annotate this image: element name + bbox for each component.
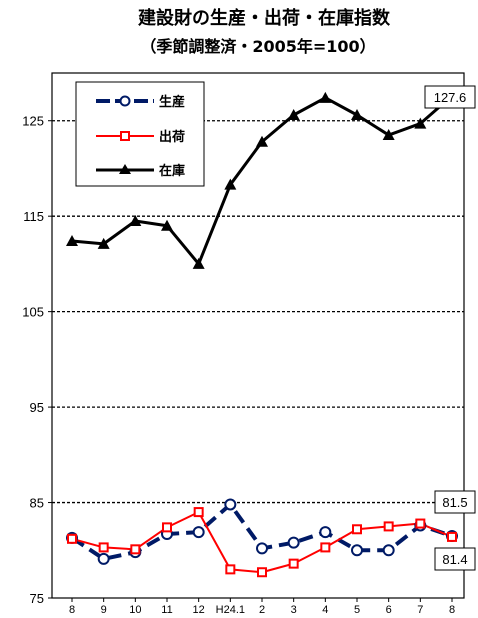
marker-s1-p6	[257, 567, 267, 578]
marker-s1-p12	[447, 531, 457, 542]
marker-s2-p3	[161, 219, 173, 231]
x-tick-label-8: 4	[322, 604, 328, 616]
legend-marker-seisan	[119, 95, 131, 107]
marker-s1-p11	[415, 518, 426, 529]
marker-s0-p5	[224, 498, 237, 511]
marker-s1-p4	[193, 507, 204, 518]
marker-s2-p9	[351, 109, 363, 120]
y-tick-label-125: 125	[22, 114, 44, 129]
x-tick-label-11: 7	[417, 604, 423, 616]
x-tick-label-4: 12	[193, 604, 205, 616]
legend-marker-shukka	[120, 131, 130, 141]
marker-s2-p10	[382, 129, 395, 141]
marker-s0-p6	[256, 542, 268, 555]
x-tick-label-10: 6	[386, 604, 392, 616]
marker-s1-p3	[162, 522, 172, 533]
marker-s0-p8	[319, 526, 332, 539]
chart-subtitle: （季節調整済・2005年=100）	[140, 37, 375, 56]
y-tick-label-75: 75	[30, 591, 44, 606]
x-tick-label-3: 11	[161, 604, 172, 616]
marker-s2-p1	[97, 237, 110, 249]
marker-s2-p4	[192, 257, 205, 269]
marker-s1-p5	[225, 564, 236, 575]
callout-box-shukka	[434, 547, 476, 571]
marker-s2-p2	[129, 214, 142, 226]
y-tick-label-95: 95	[30, 400, 44, 415]
y-tick-label-115: 115	[23, 209, 44, 224]
x-tick-label-5: H24.1	[216, 604, 245, 616]
callout-box-seisan	[434, 490, 476, 514]
marker-s2-p0	[66, 235, 78, 246]
callout-box-zaiko	[424, 85, 476, 109]
y-tick-label-105: 105	[22, 305, 44, 320]
marker-s1-p8	[320, 542, 331, 553]
marker-s2-p5	[224, 178, 237, 190]
marker-s0-p4	[192, 526, 205, 539]
x-tick-label-7: 3	[291, 604, 297, 616]
x-tick-label-1: 9	[101, 604, 107, 616]
marker-s1-p2	[130, 544, 141, 555]
marker-s0-p7	[287, 536, 300, 549]
legend-label-zaiko: 在庫	[159, 163, 185, 179]
x-tick-label-9: 5	[354, 604, 360, 616]
marker-s0-p10	[382, 544, 395, 557]
callout-shukka: 81.4	[442, 552, 467, 567]
marker-s1-p9	[352, 524, 362, 535]
callout-zaiko: 127.6	[434, 90, 467, 105]
marker-s0-p1	[97, 552, 110, 565]
legend-marker-zaiko	[119, 164, 131, 174]
x-tick-label-2: 10	[129, 604, 141, 616]
marker-s1-p0	[67, 533, 77, 544]
marker-s2-p11	[414, 117, 427, 129]
legend-label-shukka: 出荷	[159, 129, 185, 145]
y-axis-ticks: 75 85 95 105 115 125	[22, 114, 52, 606]
marker-s1-p7	[288, 558, 299, 569]
legend: 生産 出荷 在庫	[75, 81, 205, 187]
legend-label-seisan: 生産	[159, 94, 185, 110]
marker-s0-p9	[351, 544, 363, 557]
marker-s2-p8	[319, 91, 332, 103]
marker-s1-p1	[98, 542, 109, 553]
chart-title: 建設財の生産・出荷・在庫指数	[138, 7, 391, 29]
x-axis-ticks: 8 9 10 11 12 H24.1 2 3 4 5 6 7 8	[69, 598, 455, 616]
y-tick-label-85: 85	[30, 496, 44, 511]
grid-lines	[52, 120, 464, 504]
markers-group	[66, 89, 458, 578]
marker-s2-p7	[287, 109, 300, 120]
x-tick-label-0: 8	[69, 604, 75, 616]
callout-seisan: 81.5	[442, 495, 467, 510]
marker-s1-p10	[383, 521, 394, 532]
x-tick-label-6: 2	[259, 604, 265, 616]
marker-s2-p6	[256, 135, 268, 147]
x-tick-label-12: 8	[449, 604, 455, 616]
callouts: 127.6 81.5 81.4	[424, 85, 476, 571]
